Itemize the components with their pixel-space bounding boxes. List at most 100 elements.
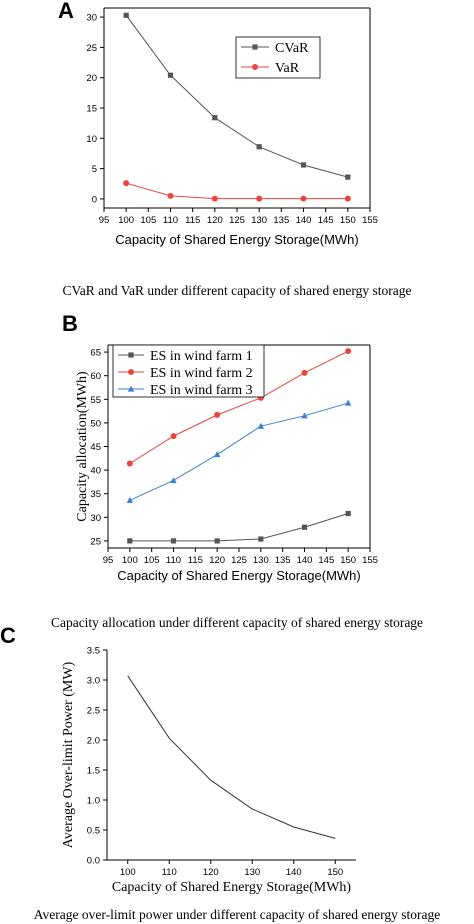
x-tick-label: 100	[118, 215, 134, 226]
x-tick-label: 155	[362, 215, 378, 226]
data-point-s1-3	[212, 115, 218, 121]
caption-a: CVaR and VaR under different capacity of…	[62, 283, 411, 298]
x-axis-title: Capacity of Shared Energy Storage(MWh)	[112, 880, 352, 895]
y-tick-label: 2.5	[87, 706, 100, 717]
legend-marker-3	[127, 385, 135, 392]
legend-box	[112, 344, 265, 398]
legend-marker-1	[128, 352, 134, 358]
legend-marker-2	[128, 369, 134, 375]
y-axis-title: Average Over-limit Power (MW)	[61, 661, 76, 848]
data-point-s2-6	[344, 195, 351, 202]
legend-label-1: ES in wind farm 1	[150, 349, 253, 364]
y-tick-label: 45	[90, 442, 101, 453]
x-tick-label: 130	[253, 555, 269, 566]
data-point-s2-2	[167, 192, 174, 199]
data-point-s3-4	[257, 422, 265, 429]
y-tick-label: 50	[90, 418, 101, 429]
series-line-3	[129, 402, 349, 501]
data-point-s1-2	[167, 72, 174, 78]
y-tick-label: 10	[86, 134, 97, 145]
y-tick-label: 0.0	[87, 856, 100, 867]
data-point-s1-1	[123, 12, 129, 18]
caption-c: Average over-limit power under different…	[34, 907, 440, 922]
y-tick-label: 40	[90, 466, 101, 477]
y-tick-label: 15	[86, 104, 97, 115]
chart-c: 100 110 120 130 140 150 0.0 0.5 1.0 1.5 2.0 2.5 3.0 3…	[61, 646, 356, 895]
data-point-s1-2	[170, 538, 177, 544]
x-tick-label: 100	[120, 867, 136, 878]
data-point-s1-1	[127, 538, 133, 544]
data-point-s2-4	[256, 195, 263, 202]
y-axis-title: Capacity allocation(MWh)	[75, 371, 90, 522]
chart-b: 95 100 105 110 115 120 125 130 135 140 145 150 155 25…	[75, 344, 378, 583]
x-tick-label: 105	[144, 555, 160, 566]
data-point-s1-5	[300, 162, 307, 168]
x-tick-label: 110	[162, 867, 177, 878]
data-point-s1-5	[301, 524, 308, 530]
x-tick-label: 150	[340, 215, 356, 226]
x-tick-label: 110	[166, 555, 181, 566]
x-tick-label: 105	[140, 215, 156, 226]
data-point-s3-5	[301, 412, 308, 419]
y-tick-label: 55	[90, 395, 101, 406]
data-point-s2-1	[126, 460, 133, 467]
caption-b: Capacity allocation under different capa…	[51, 615, 423, 630]
x-tick-label: 130	[251, 215, 267, 226]
x-tick-label: 125	[229, 215, 245, 226]
y-tick-label: 30	[86, 13, 97, 24]
x-tick-label: 120	[203, 867, 219, 878]
x-tick-label: 115	[185, 215, 200, 226]
x-tick-label: 150	[340, 555, 356, 566]
x-tick-label: 115	[188, 555, 203, 566]
y-tick-label: 1.0	[87, 796, 100, 807]
panel-letter-c: C	[0, 623, 16, 648]
x-tick-label: 100	[122, 555, 138, 566]
data-point-s1-3	[214, 538, 220, 544]
data-point-s3-3	[213, 451, 221, 458]
data-point-s2-6	[345, 348, 352, 355]
y-tick-label: 5	[92, 164, 97, 175]
legend-label-3: ES in wind farm 3	[150, 383, 253, 398]
x-tick-label: 135	[275, 555, 291, 566]
y-tick-label: 65	[90, 348, 101, 359]
y-tick-label: 0.5	[87, 826, 100, 837]
x-tick-label: 95	[103, 555, 114, 566]
x-tick-label: 125	[231, 555, 247, 566]
data-point-s2-5	[300, 195, 307, 202]
data-point-s2-3	[214, 411, 221, 418]
y-tick-label: 2.0	[87, 736, 100, 747]
x-tick-label: 130	[244, 867, 260, 878]
series-line-1	[125, 14, 348, 178]
data-point-s1-6	[345, 174, 351, 180]
series-line-1	[129, 513, 349, 542]
y-tick-label: 25	[90, 536, 101, 547]
legend-marker-2	[252, 64, 258, 70]
data-point-s3-2	[170, 477, 177, 484]
x-tick-label: 140	[296, 215, 312, 226]
y-tick-label: 20	[86, 73, 97, 84]
x-tick-label: 135	[273, 215, 289, 226]
legend-label-1: CVaR	[275, 41, 309, 56]
y-tick-label: 25	[86, 43, 97, 54]
x-tick-label: 145	[318, 215, 334, 226]
x-tick-label: 110	[163, 215, 178, 226]
x-tick-label: 150	[327, 867, 343, 878]
x-tick-label: 155	[362, 555, 378, 566]
data-point-s2-5	[301, 369, 308, 376]
series-line-1	[127, 675, 336, 839]
y-tick-label: 0	[92, 194, 97, 205]
y-tick-label: 30	[90, 513, 101, 524]
y-tick-label: 60	[90, 371, 101, 382]
data-point-s2-3	[211, 195, 218, 202]
legend-marker-1	[252, 44, 258, 50]
x-tick-label: 140	[286, 867, 302, 878]
y-tick-label: 3.0	[87, 676, 100, 687]
panel-letter-a: A	[58, 0, 74, 23]
legend-label-2: VaR	[275, 61, 300, 76]
x-tick-label: 140	[297, 555, 313, 566]
data-point-s1-4	[256, 144, 262, 150]
data-point-s3-6	[344, 399, 352, 406]
data-point-s1-4	[258, 536, 264, 542]
y-tick-label: 1.5	[87, 766, 100, 777]
